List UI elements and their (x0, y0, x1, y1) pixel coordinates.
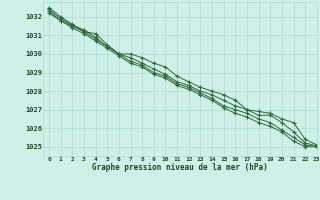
X-axis label: Graphe pression niveau de la mer (hPa): Graphe pression niveau de la mer (hPa) (92, 163, 268, 172)
